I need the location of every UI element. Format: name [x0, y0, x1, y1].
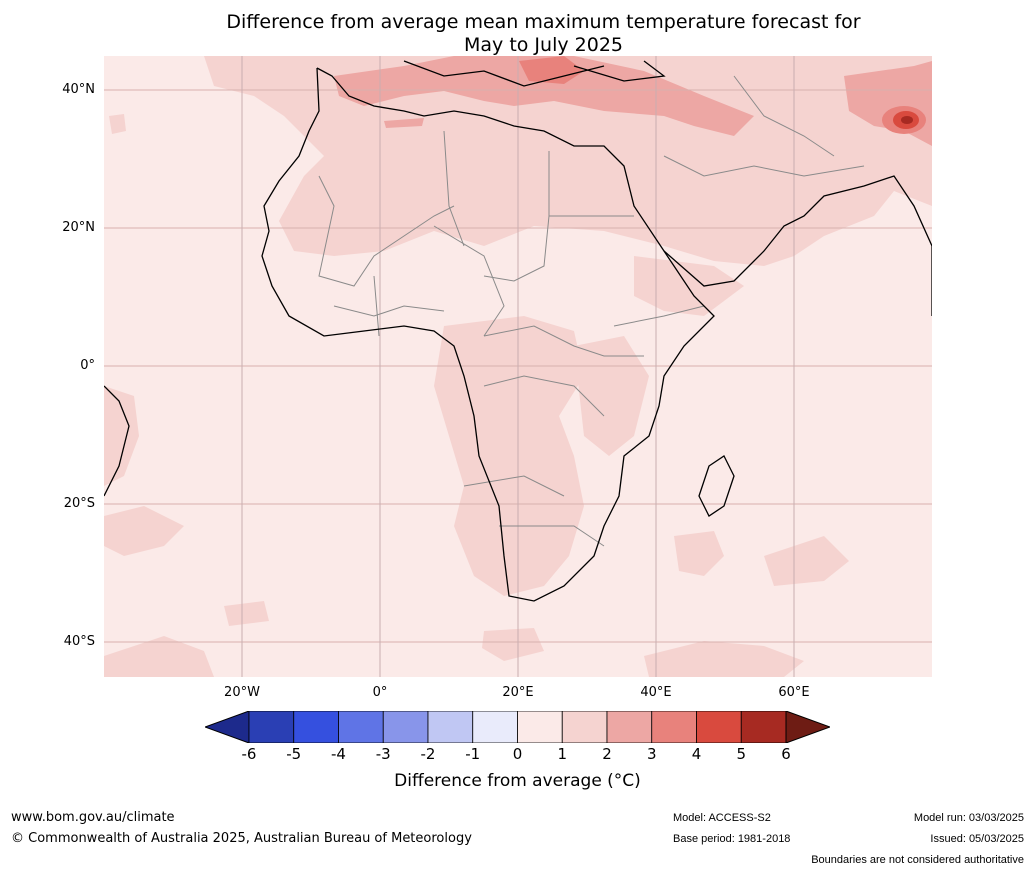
colorbar-tick-label: -3	[375, 745, 391, 763]
footer-issued: Issued: 05/03/2025	[930, 833, 1024, 845]
colorbar-tick-label: 2	[602, 745, 612, 763]
colorbar-tick-label: -1	[465, 745, 481, 763]
lat-label-20n: 20°N	[62, 220, 95, 235]
footer-base-period: Base period: 1981-2018	[673, 833, 791, 845]
lat-label-20s: 20°S	[63, 496, 95, 511]
footer-model: Model: ACCESS-S2	[673, 812, 771, 824]
colorbar-tick-label: 1	[557, 745, 568, 763]
graticule	[104, 56, 932, 677]
colorbar-tick-label: -5	[286, 745, 302, 763]
lon-label-20w: 20°W	[224, 685, 260, 700]
colorbar-segment	[248, 711, 295, 743]
footer-website: www.bom.gov.au/climate	[11, 810, 175, 825]
colorbar-tick-label: -2	[420, 745, 436, 763]
colorbar-tick-label: 5	[736, 745, 747, 763]
footer-copyright: © Commonwealth of Australia 2025, Austra…	[11, 831, 472, 846]
coastlines	[103, 60, 933, 602]
lon-label-0: 0°	[372, 685, 388, 700]
colorbar-segment	[561, 711, 608, 743]
forecast-map	[103, 56, 933, 677]
map-title-line2: May to July 2025	[464, 34, 623, 56]
colorbar-tick-label: -4	[331, 745, 346, 763]
colorbar-segment	[696, 711, 742, 743]
colorbar-segment	[338, 711, 384, 743]
colorbar-segment	[472, 711, 518, 743]
colorbar-tick-label: -6	[241, 745, 257, 763]
colorbar	[205, 711, 830, 743]
country-boundaries	[318, 75, 865, 547]
colorbar-segment	[517, 711, 563, 743]
colorbar-segment	[382, 711, 429, 743]
colorbar-tick-label: 3	[646, 745, 657, 763]
colorbar-tick-label: 6	[781, 745, 791, 763]
lon-label-60e: 60°E	[778, 685, 810, 700]
map-canvas	[103, 56, 933, 677]
colorbar-segment	[427, 711, 474, 743]
colorbar-segment	[740, 711, 787, 743]
anomaly-1to2-regions	[104, 56, 932, 677]
lon-label-20e: 20°E	[502, 685, 534, 700]
map-title-line1: Difference from average mean maximum tem…	[226, 11, 861, 33]
lat-label-40s: 40°S	[63, 634, 95, 649]
lat-label-0: 0°	[80, 358, 95, 373]
colorbar-arrow-low	[205, 711, 250, 743]
lon-label-40e: 40°E	[640, 685, 672, 700]
colorbar-tick-label: 0	[512, 745, 523, 763]
colorbar-tick-label: 4	[691, 745, 702, 763]
lat-label-40n: 40°N	[62, 82, 95, 97]
colorbar-label: Difference from average (°C)	[394, 771, 641, 791]
colorbar-arrow-high	[785, 711, 830, 743]
footer-disclaimer: Boundaries are not considered authoritat…	[811, 854, 1024, 866]
colorbar-segment	[606, 711, 653, 743]
footer-model-run: Model run: 03/03/2025	[913, 812, 1024, 824]
anomaly-hotspots	[519, 56, 926, 134]
colorbar-segment	[651, 711, 697, 743]
colorbar-segment	[293, 711, 339, 743]
